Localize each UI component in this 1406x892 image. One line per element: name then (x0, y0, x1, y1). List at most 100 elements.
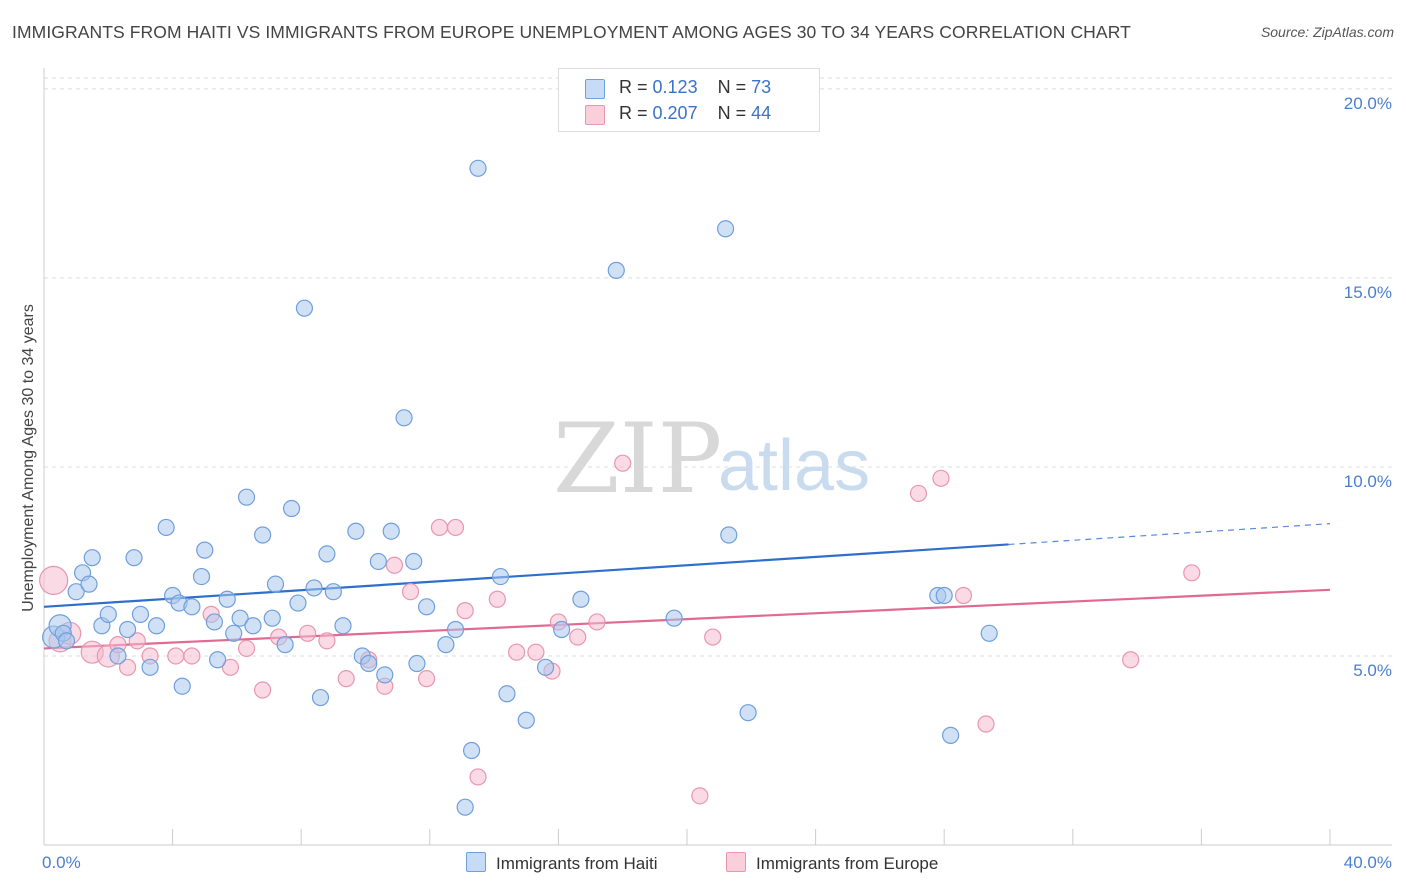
point-haiti (237, 488, 256, 506)
point-europe (417, 670, 436, 688)
point-europe (614, 454, 632, 472)
correlation-legend: R = 0.123 N = 73 R = 0.207 N = 44 (558, 68, 820, 132)
point-haiti (347, 522, 365, 540)
legend-swatch-europe (585, 105, 605, 125)
point-haiti (295, 299, 314, 317)
point-haiti (141, 658, 159, 676)
legend-r-label-europe: R = (619, 103, 648, 123)
point-haiti (118, 620, 137, 639)
point-haiti (109, 647, 127, 665)
x-tick-label-max: 40.0% (1343, 853, 1392, 872)
point-haiti (739, 704, 757, 722)
legend-r-value-europe: 0.207 (652, 103, 698, 123)
chart-title: IMMIGRANTS FROM HAITI VS IMMIGRANTS FROM… (12, 22, 1131, 42)
point-europe (446, 518, 465, 537)
point-europe (508, 643, 526, 661)
point-europe (456, 602, 474, 620)
trendline-europe (43, 588, 1331, 650)
point-haiti (716, 220, 735, 238)
bottom-legend-europe: Immigrants from Europe (726, 852, 938, 874)
x-tick-label-min: 0.0% (42, 853, 81, 872)
point-haiti (244, 617, 262, 635)
point-europe (118, 658, 137, 676)
point-haiti (80, 575, 98, 593)
point-haiti (231, 609, 249, 627)
point-haiti (456, 798, 474, 816)
point-europe (385, 556, 404, 574)
point-europe (1122, 651, 1140, 669)
point-haiti (395, 409, 413, 427)
legend-swatch-haiti (585, 79, 605, 99)
point-europe (1183, 564, 1201, 582)
point-haiti (498, 685, 516, 703)
trendline-haiti (43, 543, 1009, 608)
point-europe (704, 628, 722, 646)
y-tick-label: 5.0% (1353, 661, 1392, 680)
legend-n-label-europe: N = (717, 103, 747, 123)
point-haiti (209, 651, 227, 669)
point-haiti (536, 658, 555, 676)
point-europe (932, 469, 950, 487)
point-haiti (935, 586, 953, 605)
point-europe (469, 768, 487, 786)
point-europe (39, 565, 69, 595)
point-haiti (324, 583, 342, 601)
point-haiti (196, 541, 214, 559)
point-europe (299, 624, 317, 642)
point-haiti (57, 632, 76, 650)
bottom-legend-swatch-haiti (466, 852, 486, 872)
legend-n-value-europe: 44 (751, 103, 772, 123)
watermark-zip: ZIP (553, 403, 722, 515)
point-europe (401, 583, 420, 601)
point-haiti (437, 636, 455, 654)
bottom-legend-swatch-europe (726, 852, 746, 872)
point-haiti (318, 545, 336, 563)
point-europe (221, 658, 240, 676)
point-europe (237, 639, 256, 658)
point-europe (183, 647, 201, 665)
point-europe (254, 681, 272, 699)
point-haiti (446, 620, 465, 639)
point-haiti (125, 549, 143, 567)
point-haiti (980, 624, 998, 642)
bottom-legend-label-europe: Immigrants from Europe (756, 854, 939, 873)
point-haiti (131, 605, 150, 623)
point-europe (527, 643, 545, 661)
y-tick-label: 10.0% (1344, 472, 1392, 491)
point-haiti (665, 609, 683, 627)
point-haiti (266, 575, 285, 593)
point-europe (488, 590, 506, 608)
point-haiti (369, 552, 387, 571)
point-haiti (491, 567, 510, 586)
point-europe (909, 484, 928, 503)
point-haiti (553, 620, 571, 639)
point-haiti (254, 526, 272, 544)
point-haiti (218, 590, 236, 608)
point-haiti (405, 552, 423, 571)
bottom-legend-haiti: Immigrants from Haiti (466, 852, 658, 874)
y-tick-label: 15.0% (1344, 283, 1392, 302)
y-tick-label: 20.0% (1344, 94, 1392, 113)
point-europe (954, 586, 973, 605)
watermark: ZIP atlas (553, 403, 870, 515)
point-haiti (311, 688, 330, 707)
point-europe (337, 670, 355, 688)
point-europe (318, 632, 336, 650)
point-haiti (417, 598, 436, 616)
point-europe (691, 787, 709, 805)
point-haiti (192, 567, 211, 586)
point-haiti (225, 624, 243, 642)
point-haiti (942, 726, 960, 744)
point-haiti (157, 518, 175, 537)
point-haiti (517, 711, 535, 729)
legend-n-value-haiti: 73 (751, 77, 772, 97)
point-haiti (334, 617, 352, 635)
source-label: Source: ZipAtlas.com (1260, 24, 1394, 40)
point-europe (167, 647, 185, 665)
point-haiti (360, 654, 378, 673)
point-haiti (720, 526, 738, 544)
point-haiti (462, 741, 481, 760)
point-haiti (205, 613, 223, 631)
point-haiti (263, 609, 281, 627)
